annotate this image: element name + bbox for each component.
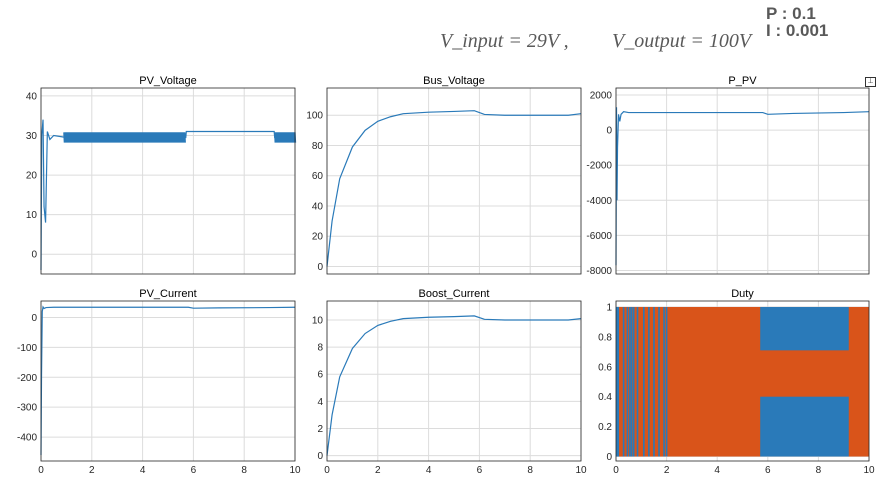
chart-title: Bus_Voltage — [423, 75, 485, 87]
vout-label: V_output = 100V — [612, 30, 752, 52]
duty-blue-region — [616, 306, 620, 457]
x-tick-label: 10 — [575, 465, 587, 476]
p-gain-label: P : 0.1 — [766, 4, 816, 23]
y-tick-label: 8 — [317, 343, 323, 354]
axes-frame — [326, 300, 582, 462]
y-tick-label: 60 — [312, 171, 324, 182]
y-tick-label: 2 — [317, 424, 323, 435]
x-tick-label: 0 — [613, 465, 619, 476]
i-gain-label: I : 0.001 — [766, 21, 829, 40]
chart-title: P_PV — [728, 75, 757, 87]
y-tick-label: 40 — [312, 201, 324, 212]
x-tick-label: 0 — [324, 465, 330, 476]
x-tick-label: 6 — [191, 465, 197, 476]
chart-bus-voltage: 0 20 40 60 80 100 Bus_Voltage — [306, 75, 582, 275]
y-tick-label: -4000 — [586, 196, 612, 207]
y-tick-label: 4 — [317, 397, 323, 408]
y-tick-label: 20 — [312, 232, 324, 243]
chart-pv-current: -400 -300 -200 -100 0 0 2 4 6 8 10 PV_Current — [17, 288, 301, 476]
chart-p-pv: -8000 -6000 -4000 -2000 0 2000 P_PV — [586, 75, 870, 277]
chart-title: Duty — [731, 288, 754, 300]
y-tick-label: 0 — [317, 451, 323, 462]
axes-toolbar-icon[interactable]: ⊥ — [865, 77, 876, 87]
y-tick-label: 10 — [26, 210, 38, 221]
series-line — [326, 110, 582, 267]
y-tick-label: 0 — [31, 250, 37, 261]
axes-frame — [326, 87, 582, 275]
y-tick-label: 80 — [312, 141, 324, 152]
series-line — [615, 107, 870, 266]
x-tick-label: 10 — [863, 465, 875, 476]
plot-area — [41, 301, 295, 461]
duty-blue-region — [760, 306, 849, 351]
axes-frame — [40, 87, 296, 275]
y-tick-label: 0.4 — [598, 392, 612, 403]
y-tick-label: -2000 — [586, 161, 612, 172]
vin-label: V_input = 29V , — [440, 30, 569, 52]
x-tick-label: 2 — [89, 465, 95, 476]
chart-title: PV_Current — [139, 288, 196, 300]
y-tick-label: -8000 — [586, 266, 612, 277]
chart-title: Boost_Current — [419, 288, 490, 300]
equation-annotation: V_input = 29V , V_output = 100V — [440, 30, 751, 53]
y-tick-label: 0 — [606, 126, 612, 137]
y-tick-label: 6 — [317, 370, 323, 381]
y-tick-label: 0 — [606, 452, 612, 463]
x-tick-label: 2 — [375, 465, 381, 476]
x-tick-label: 6 — [765, 465, 771, 476]
y-tick-label: -6000 — [586, 231, 612, 242]
axes-frame — [615, 87, 870, 275]
y-tick-label: 10 — [312, 315, 324, 326]
y-tick-label: -100 — [17, 343, 37, 354]
axes-frame — [40, 300, 296, 462]
plot-area — [616, 88, 869, 274]
series-line — [40, 119, 295, 271]
y-tick-label: 40 — [26, 91, 38, 102]
y-tick-label: 0 — [317, 262, 323, 273]
y-tick-label: 30 — [26, 131, 38, 142]
y-tick-label: -200 — [17, 373, 37, 384]
plot-area — [327, 88, 581, 274]
x-tick-label: 8 — [241, 465, 247, 476]
y-tick-label: 0.2 — [598, 422, 612, 433]
x-tick-label: 2 — [664, 465, 670, 476]
x-tick-label: 10 — [289, 465, 301, 476]
series-line — [326, 315, 582, 456]
plot-area — [41, 88, 295, 274]
x-tick-label: 4 — [714, 465, 720, 476]
y-tick-label: -300 — [17, 403, 37, 414]
x-tick-label: 6 — [477, 465, 483, 476]
x-tick-label: 0 — [38, 465, 44, 476]
series-line — [40, 305, 296, 456]
y-tick-label: -400 — [17, 433, 37, 444]
x-tick-label: 4 — [140, 465, 146, 476]
pid-gains: P : 0.1 I : 0.001 — [766, 5, 828, 39]
y-tick-label: 20 — [26, 171, 38, 182]
y-tick-label: 1 — [606, 302, 612, 313]
y-tick-label: 100 — [306, 111, 323, 122]
x-tick-label: 8 — [816, 465, 822, 476]
plot-area — [327, 301, 581, 461]
y-tick-label: 0.6 — [598, 362, 612, 373]
axes-frame — [615, 300, 870, 462]
y-tick-label: 0.8 — [598, 332, 612, 343]
y-tick-label: 2000 — [590, 91, 613, 102]
y-tick-label: 0 — [31, 313, 37, 324]
chart-pv-voltage: 0 10 20 30 40 PV_Voltage — [26, 75, 297, 275]
chart-title: PV_Voltage — [139, 75, 197, 87]
x-tick-label: 8 — [527, 465, 533, 476]
chart-boost-current: 0 2 4 6 8 10 0 2 4 6 8 10 Boost_Current — [312, 288, 587, 476]
x-tick-label: 4 — [426, 465, 432, 476]
duty-blue-region — [760, 396, 849, 457]
